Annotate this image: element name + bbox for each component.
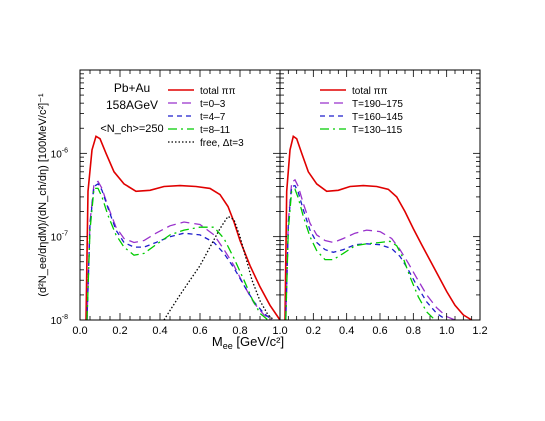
y-axis-label: (d²N_ee/dηdM)/(dN_ch/dη) [100MeV/c²]⁻¹ [37, 93, 49, 297]
right-series-1 [285, 178, 456, 321]
right-x-tick-label: 0.8 [406, 325, 421, 337]
right-x-tick-label: 0.4 [339, 325, 354, 337]
left-series-4 [163, 215, 275, 321]
left-legend-label: free, Δt=3 [200, 138, 244, 149]
right-x-tick-label: 0.6 [372, 325, 387, 337]
left-curves [85, 135, 281, 321]
x-axis-label-main: M [212, 334, 223, 349]
x-axis-label-sub: ee [223, 341, 233, 351]
y-tick-exponent: -6 [62, 147, 68, 154]
left-x-tick-label: 0.2 [112, 325, 127, 337]
left-x-tick-label: 0.4 [152, 325, 167, 337]
left-annotations: Pb+Au 158AGeV <N_ch>=250 [100, 81, 163, 135]
right-series-2 [285, 184, 448, 321]
right-legend-label: T=190–175 [352, 99, 403, 110]
right-panel: 0.2 0.4 0.6 0.8 1.0 1.2 total ππ T=190–175 T=16… [279, 69, 488, 337]
x-axis-label-unit: [GeV/c²] [233, 334, 284, 349]
right-series-3 [285, 188, 436, 321]
x-axis-label: Mee [GeV/c²] [212, 334, 284, 351]
left-panel: 0.0 0.2 0.4 0.6 0.8 1.0 10-810-710-6 Pb+Au 15… [51, 69, 288, 337]
left-legend: total ππ t=0–3 t=4–7 t=8–11 free, Δt=3 [168, 86, 244, 149]
right-legend: total ππ T=190–175 T=160–145 T=130–115 [320, 86, 403, 136]
left-series-3 [86, 187, 269, 321]
right-series-0 [284, 134, 473, 321]
annotation-energy: 158AGeV [106, 98, 158, 112]
left-series-2 [86, 182, 273, 321]
annotation-system: Pb+Au [114, 81, 150, 95]
left-legend-label: t=0–3 [200, 99, 226, 110]
left-x-tick-labels: 0.0 0.2 0.4 0.6 0.8 1.0 [72, 325, 287, 337]
right-x-tick-labels: 0.2 0.4 0.6 0.8 1.0 1.2 [306, 325, 488, 337]
right-legend-label: total ππ [352, 86, 388, 97]
right-ticks [279, 70, 481, 321]
right-legend-label: T=130–115 [352, 125, 403, 136]
left-x-tick-label: 0.6 [192, 325, 207, 337]
y-tick-exponent: -8 [62, 314, 68, 321]
left-series-0 [85, 135, 281, 321]
annotation-multiplicity: <N_ch>=250 [100, 123, 163, 135]
left-legend-label: total ππ [200, 86, 236, 97]
left-ticks [79, 70, 281, 321]
left-legend-label: t=4–7 [200, 112, 226, 123]
y-tick-exponent: -7 [62, 231, 68, 238]
left-x-tick-label: 1.0 [272, 325, 287, 337]
right-curves [284, 134, 473, 321]
right-x-tick-label: 0.2 [306, 325, 321, 337]
right-legend-label: T=160–145 [352, 112, 403, 123]
left-x-tick-label: 0.8 [232, 325, 247, 337]
left-legend-label: t=8–11 [200, 125, 231, 136]
left-x-tick-label: 0.0 [72, 325, 87, 337]
right-x-tick-label: 1.2 [472, 325, 487, 337]
right-x-tick-label: 1.0 [439, 325, 454, 337]
